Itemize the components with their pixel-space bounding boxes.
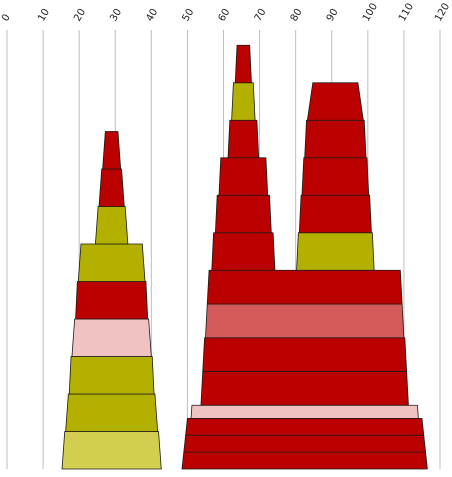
x-tick-label: 60	[217, 7, 233, 24]
pyramid-segment	[202, 337, 408, 372]
x-tick-label: 90	[325, 7, 341, 24]
pyramid-segment	[75, 281, 149, 320]
pyramid-segment	[306, 82, 364, 121]
x-tick-label: 30	[108, 7, 124, 24]
x-tick-labels: 0 10 20 30 40 50 60 70 80 90 100 110 120	[0, 1, 452, 23]
pyramid-segment	[185, 417, 425, 436]
pyramid-segment	[71, 318, 152, 357]
pyramid-segment	[227, 119, 260, 159]
right-peak-left	[211, 44, 276, 271]
pyramid-segment	[98, 168, 125, 207]
pyramid-shapes	[61, 44, 428, 470]
x-tick-label: 110	[397, 1, 416, 23]
pyramid-segment	[61, 431, 162, 470]
pyramid-segment	[77, 243, 146, 282]
pyramid-segment	[190, 404, 419, 419]
pyramid-segment	[211, 232, 276, 271]
x-tick-label: 70	[253, 7, 269, 24]
right-peak-right	[296, 82, 375, 271]
pyramid-segment	[304, 119, 367, 159]
x-tick-label: 20	[72, 7, 88, 24]
pyramid-segment	[298, 194, 372, 234]
pyramid-segment	[214, 194, 272, 234]
pyramid-segment	[94, 206, 129, 245]
pyramid-segment	[234, 44, 252, 84]
x-tick-label: 50	[180, 7, 196, 24]
pyramid-segment	[65, 393, 159, 432]
x-tick-label: 10	[36, 7, 52, 24]
pyramid-segment	[296, 232, 375, 271]
left-pyramid	[61, 131, 162, 470]
pyramid-segment	[200, 371, 409, 406]
pyramid-segment	[183, 434, 427, 453]
pyramid-segment	[205, 303, 405, 339]
pyramid-segment	[102, 131, 122, 170]
x-tick-label: 0	[0, 12, 13, 23]
x-tick-label: 40	[144, 7, 160, 24]
x-tick-label: 100	[361, 1, 380, 23]
pyramid-segment	[231, 82, 256, 121]
pyramid-segment	[181, 451, 428, 470]
x-tick-label: 120	[433, 1, 452, 23]
pyramid-segment	[68, 356, 155, 395]
pyramid-segment	[218, 157, 269, 196]
right-base	[181, 269, 428, 470]
pyramid-segment	[206, 269, 403, 305]
x-tick-label: 80	[289, 7, 305, 24]
pyramid-segment	[301, 157, 370, 196]
